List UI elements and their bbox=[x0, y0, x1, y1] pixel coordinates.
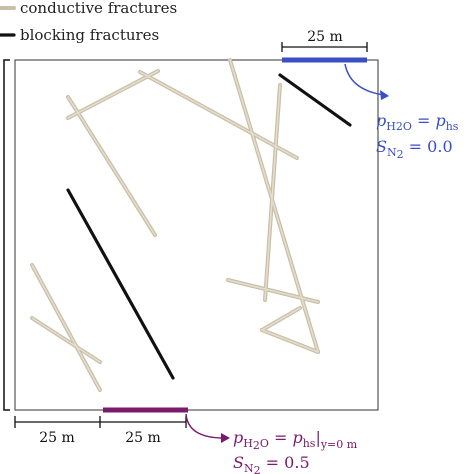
subscript: 2 bbox=[254, 464, 261, 474]
symbol: p bbox=[376, 111, 386, 130]
fracture bbox=[66, 188, 175, 380]
dimension-label: 25 m bbox=[125, 430, 161, 446]
bottom-condition: pH2O = phs|y=0 m SN2 = 0.5 bbox=[233, 428, 358, 474]
subscript: 2 bbox=[253, 439, 260, 452]
top-condition: pH2O = phs SN2 = 0.0 bbox=[376, 111, 459, 161]
symbol: p bbox=[292, 428, 302, 447]
operator: | bbox=[315, 428, 320, 447]
subscript: hs bbox=[446, 120, 459, 133]
subscript: N bbox=[244, 462, 254, 474]
dimension-line bbox=[14, 416, 187, 428]
dimension-line bbox=[281, 42, 368, 52]
legend: conductive fractures blocking fractures bbox=[0, 0, 177, 44]
equation: pH2O = phs|y=0 m bbox=[233, 428, 358, 452]
fracture bbox=[278, 73, 352, 127]
blocking-fractures bbox=[66, 73, 352, 380]
dimension-label: 25 m bbox=[307, 29, 343, 45]
operator: = 0.5 bbox=[261, 453, 310, 472]
subscript: hs bbox=[303, 437, 316, 450]
subscript: H2O bbox=[386, 120, 412, 133]
operator: = bbox=[269, 428, 293, 447]
height-bracket bbox=[3, 59, 10, 411]
dimension-label: 25 m bbox=[39, 430, 75, 446]
subscript: y=0 m bbox=[320, 438, 358, 451]
fracture-highlight bbox=[31, 59, 319, 391]
subscript: 2 bbox=[397, 148, 404, 161]
equation: SN2 = 0.5 bbox=[233, 453, 310, 474]
arrow bbox=[344, 63, 385, 96]
legend-label: blocking fractures bbox=[20, 26, 159, 44]
subscript: N bbox=[387, 146, 397, 159]
arrow-head bbox=[221, 433, 230, 443]
domain-box bbox=[14, 59, 379, 411]
equation: pH2O = phs bbox=[376, 111, 459, 133]
symbol: p bbox=[233, 428, 243, 447]
subscript: H bbox=[243, 437, 253, 450]
symbol: S bbox=[233, 453, 244, 472]
conductive-fractures bbox=[30, 58, 320, 392]
operator: = 0.0 bbox=[404, 137, 453, 156]
fracture-outline bbox=[30, 58, 320, 392]
legend-label: conductive fractures bbox=[20, 0, 177, 17]
symbol: p bbox=[435, 111, 445, 130]
arrow-head bbox=[380, 90, 389, 100]
equation: SN2 = 0.0 bbox=[376, 137, 453, 161]
arrow bbox=[185, 413, 225, 439]
symbol: S bbox=[376, 137, 387, 156]
subscript: O bbox=[260, 437, 269, 450]
operator: = bbox=[412, 111, 436, 130]
